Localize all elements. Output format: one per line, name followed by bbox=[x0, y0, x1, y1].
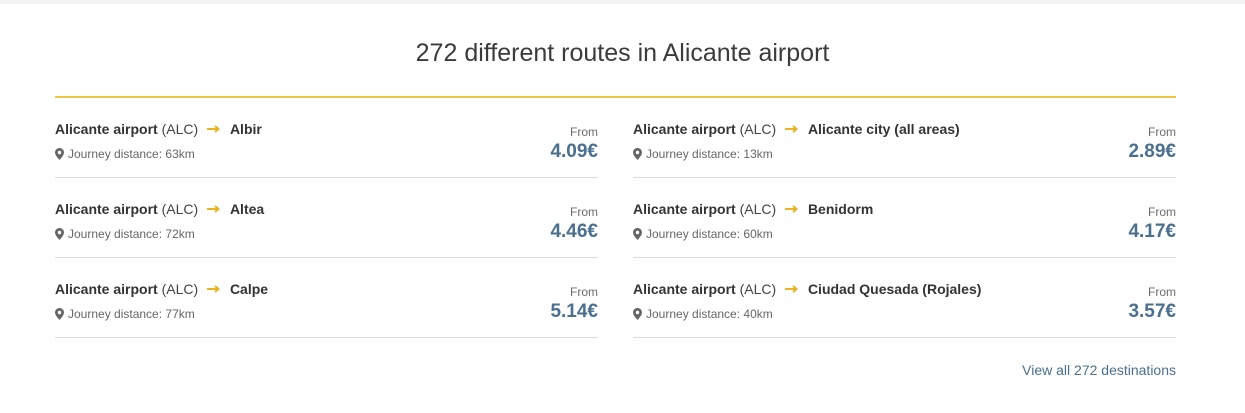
route-distance-text: Journey distance: 72km bbox=[68, 227, 195, 241]
route-origin: Alicante airport bbox=[633, 121, 736, 137]
route-distance: Journey distance: 77km bbox=[55, 306, 195, 322]
accent-divider bbox=[55, 96, 1176, 98]
route-origin-code: (ALC) bbox=[739, 281, 777, 297]
route-distance: Journey distance: 13km bbox=[633, 146, 773, 162]
arrow-right-icon bbox=[207, 285, 221, 294]
route-item[interactable]: Alicante airport (ALC) Benidorm Journey … bbox=[633, 178, 1176, 258]
route-price: 2.89€ bbox=[1128, 141, 1176, 162]
route-title: Alicante airport (ALC) Ciudad Quesada (R… bbox=[633, 280, 981, 298]
arrow-right-icon bbox=[207, 205, 221, 214]
route-distance-text: Journey distance: 63km bbox=[68, 147, 195, 161]
route-origin: Alicante airport bbox=[55, 121, 158, 137]
route-distance: Journey distance: 72km bbox=[55, 226, 195, 242]
route-title: Alicante airport (ALC) Altea bbox=[55, 200, 264, 218]
route-distance-text: Journey distance: 40km bbox=[646, 307, 773, 321]
price-from-label: From bbox=[570, 205, 598, 219]
location-pin-icon bbox=[633, 308, 642, 320]
arrow-right-icon bbox=[785, 125, 799, 134]
route-distance-text: Journey distance: 77km bbox=[68, 307, 195, 321]
routes-column-left: Alicante airport (ALC) Albir Journey dis… bbox=[55, 98, 598, 338]
arrow-right-icon bbox=[785, 285, 799, 294]
route-price: 5.14€ bbox=[550, 301, 598, 322]
route-destination: Calpe bbox=[229, 281, 269, 297]
route-distance-text: Journey distance: 13km bbox=[646, 147, 773, 161]
price-from-label: From bbox=[570, 125, 598, 139]
route-origin-code: (ALC) bbox=[161, 281, 199, 297]
route-item[interactable]: Alicante airport (ALC) Alicante city (al… bbox=[633, 98, 1176, 178]
routes-card: 272 different routes in Alicante airport… bbox=[0, 4, 1245, 413]
route-distance: Journey distance: 40km bbox=[633, 306, 773, 322]
arrow-right-icon bbox=[207, 125, 221, 134]
route-distance-text: Journey distance: 60km bbox=[646, 227, 773, 241]
route-price: 3.57€ bbox=[1128, 301, 1176, 322]
route-destination: Ciudad Quesada (Rojales) bbox=[807, 281, 982, 297]
price-from-label: From bbox=[1148, 125, 1176, 139]
route-origin: Alicante airport bbox=[55, 281, 158, 297]
route-origin: Alicante airport bbox=[633, 201, 736, 217]
page-title: 272 different routes in Alicante airport bbox=[415, 39, 830, 67]
route-distance: Journey distance: 63km bbox=[55, 146, 195, 162]
location-pin-icon bbox=[633, 148, 642, 160]
route-price: 4.17€ bbox=[1128, 221, 1176, 242]
route-item[interactable]: Alicante airport (ALC) Calpe Journey dis… bbox=[55, 258, 598, 338]
route-origin-code: (ALC) bbox=[161, 121, 199, 137]
location-pin-icon bbox=[55, 308, 64, 320]
route-origin-code: (ALC) bbox=[739, 201, 777, 217]
route-title: Alicante airport (ALC) Calpe bbox=[55, 280, 268, 298]
route-title: Alicante airport (ALC) Alicante city (al… bbox=[633, 120, 960, 138]
routes-column-right: Alicante airport (ALC) Alicante city (al… bbox=[633, 98, 1176, 338]
route-title: Alicante airport (ALC) Benidorm bbox=[633, 200, 873, 218]
price-from-label: From bbox=[1148, 205, 1176, 219]
location-pin-icon bbox=[55, 148, 64, 160]
route-item[interactable]: Alicante airport (ALC) Altea Journey dis… bbox=[55, 178, 598, 258]
route-price: 4.46€ bbox=[550, 221, 598, 242]
route-title: Alicante airport (ALC) Albir bbox=[55, 120, 262, 138]
route-item[interactable]: Alicante airport (ALC) Albir Journey dis… bbox=[55, 98, 598, 178]
route-destination: Altea bbox=[229, 201, 265, 217]
route-distance: Journey distance: 60km bbox=[633, 226, 773, 242]
route-destination: Alicante city (all areas) bbox=[807, 121, 960, 137]
view-all-destinations-link[interactable]: View all 272 destinations bbox=[1022, 362, 1176, 378]
location-pin-icon bbox=[633, 228, 642, 240]
route-item[interactable]: Alicante airport (ALC) Ciudad Quesada (R… bbox=[633, 258, 1176, 338]
route-destination: Albir bbox=[229, 121, 262, 137]
route-destination: Benidorm bbox=[807, 201, 874, 217]
route-origin: Alicante airport bbox=[55, 201, 158, 217]
location-pin-icon bbox=[55, 228, 64, 240]
route-origin: Alicante airport bbox=[633, 281, 736, 297]
route-price: 4.09€ bbox=[550, 141, 598, 162]
price-from-label: From bbox=[570, 285, 598, 299]
route-origin-code: (ALC) bbox=[161, 201, 199, 217]
arrow-right-icon bbox=[785, 205, 799, 214]
price-from-label: From bbox=[1148, 285, 1176, 299]
route-origin-code: (ALC) bbox=[739, 121, 777, 137]
